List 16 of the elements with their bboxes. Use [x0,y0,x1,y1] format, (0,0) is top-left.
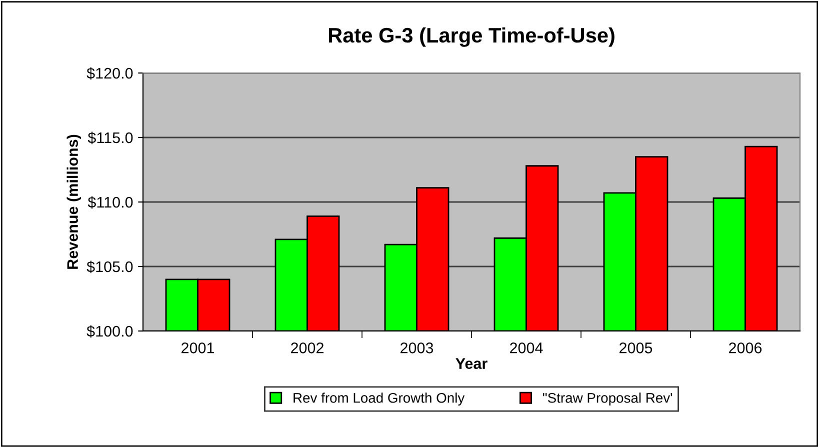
x-tick-label: 2003 [400,342,434,354]
x-tick-label: 2006 [729,342,762,354]
y-tick-label: $105.0 [86,260,133,274]
x-tick-label: 2001 [182,342,214,354]
y-tick-label: $120.0 [86,67,133,80]
y-axis-title: Revenue (millions) [66,134,81,269]
y-tick-label: $110.0 [88,196,133,209]
x-tick-label: 2002 [291,342,324,354]
y-tick-label: $115.0 [88,132,133,144]
x-axis-title: Year [456,358,488,369]
x-tick-label: 2004 [510,342,543,354]
legend-label: Rev from Load Growth Only [294,392,465,406]
legend-label: "Straw Proposal Rev' [542,392,672,406]
chart-title: Rate G-3 (Large Time-of-Use) [328,27,614,47]
y-tick-label: $100.0 [86,325,133,338]
x-tick-label: 2005 [620,342,652,354]
